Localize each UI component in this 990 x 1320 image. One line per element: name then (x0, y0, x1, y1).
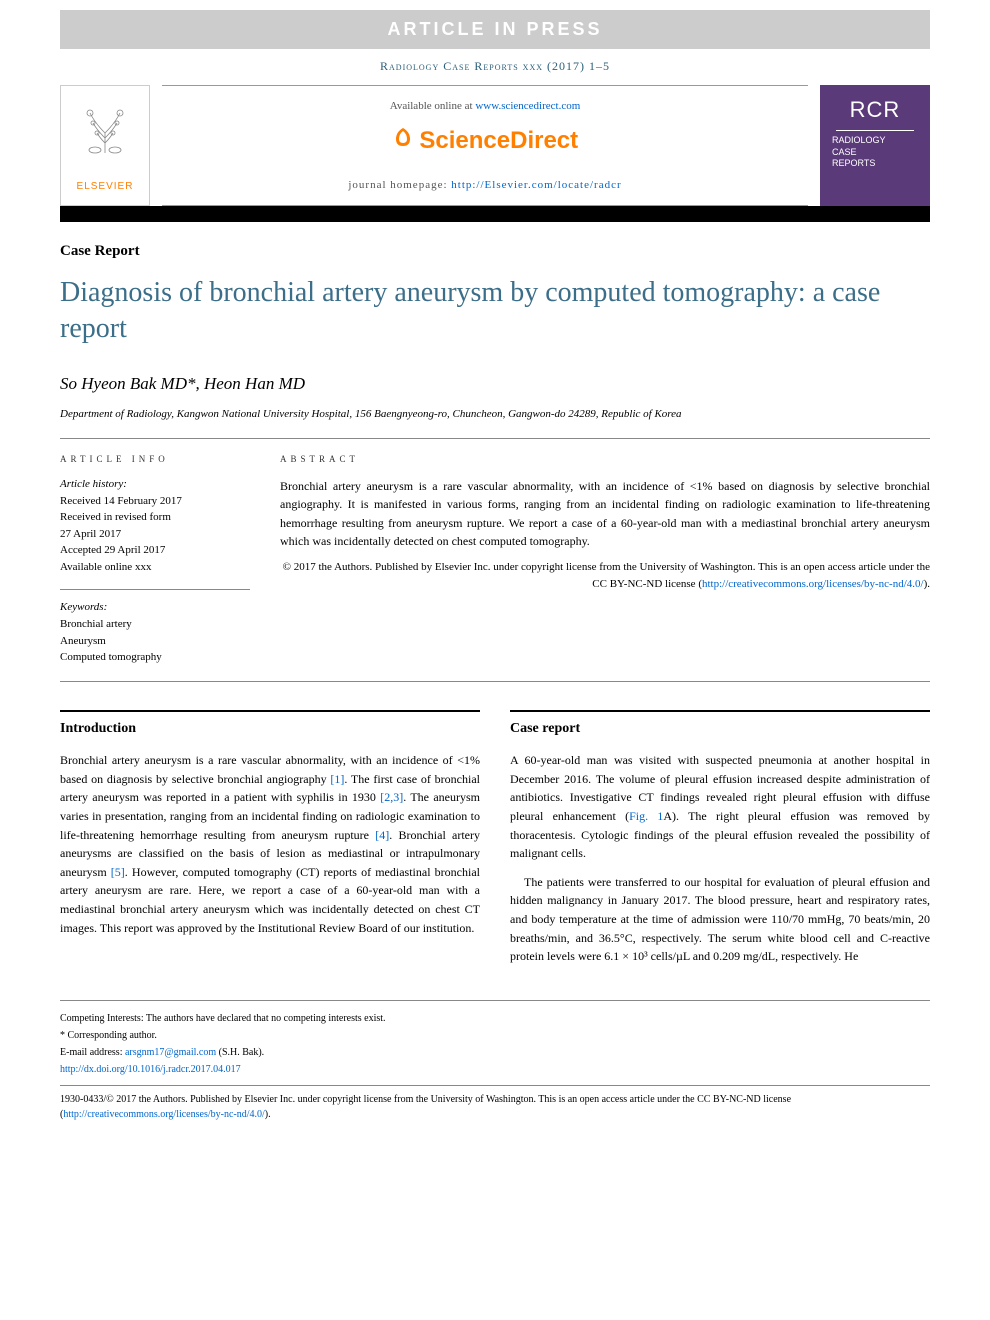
copyright-end: ). (924, 578, 930, 590)
accepted-date: Accepted 29 April 2017 (60, 543, 250, 558)
abstract-copyright: © 2017 the Authors. Published by Elsevie… (280, 559, 930, 592)
rcr-full-name: RADIOLOGY CASE REPORTS (826, 135, 886, 170)
abstract-heading: ABSTRACT (280, 453, 930, 467)
main-content: Case Report Diagnosis of bronchial arter… (60, 240, 930, 1122)
journal-homepage: journal homepage: http://Elsevier.com/lo… (348, 177, 621, 194)
article-title: Diagnosis of bronchial artery aneurysm b… (60, 275, 930, 348)
rcr-abbr: RCR (850, 93, 901, 126)
case-report-heading: Case report (510, 710, 930, 740)
rcr-line1: RADIOLOGY (832, 135, 886, 147)
sciencedirect-text: ScienceDirect (419, 127, 578, 154)
left-column: Introduction Bronchial artery aneurysm i… (60, 710, 480, 976)
article-info-abstract-row: ARTICLE INFO Article history: Received 1… (60, 438, 930, 681)
affiliation: Department of Radiology, Kangwon Nationa… (60, 407, 930, 422)
keywords-block: Keywords: Bronchial artery Aneurysm Comp… (60, 589, 250, 666)
sciencedirect-url-link[interactable]: www.sciencedirect.com (475, 100, 580, 112)
keywords-label: Keywords: (60, 600, 250, 615)
email-line: E-mail address: arsgnm17@gmail.com (S.H.… (60, 1045, 930, 1060)
article-info-heading: ARTICLE INFO (60, 453, 250, 467)
revised-date-l2: 27 April 2017 (60, 527, 250, 542)
journal-reference: Radiology Case Reports xxx (2017) 1–5 (0, 57, 990, 75)
introduction-paragraph: Bronchial artery aneurysm is a rare vasc… (60, 751, 480, 937)
sciencedirect-icon (392, 131, 420, 153)
authors: So Hyeon Bak MD*, Heon Han MD (60, 371, 930, 397)
abstract-column: ABSTRACT Bronchial artery aneurysm is a … (280, 453, 930, 666)
rcr-line2: CASE (832, 147, 886, 159)
revised-date-l1: Received in revised form (60, 510, 250, 525)
available-online: Available online at www.sciencedirect.co… (390, 98, 581, 115)
available-label: Available online at (390, 100, 476, 112)
keyword-2: Aneurysm (60, 634, 250, 649)
header-center: Available online at www.sciencedirect.co… (162, 85, 808, 206)
rcr-divider (836, 130, 914, 131)
email-author: (S.H. Bak). (216, 1047, 264, 1058)
doi-link[interactable]: http://dx.doi.org/10.1016/j.radcr.2017.0… (60, 1064, 241, 1075)
homepage-link[interactable]: http://Elsevier.com/locate/radcr (451, 179, 621, 191)
received-date: Received 14 February 2017 (60, 494, 250, 509)
article-type: Case Report (60, 240, 930, 263)
footer-cc-link[interactable]: http://creativecommons.org/licenses/by-n… (63, 1109, 264, 1120)
online-date: Available online xxx (60, 560, 250, 575)
issn-copyright: 1930-0433/© 2017 the Authors. Published … (60, 1085, 930, 1122)
body-columns: Introduction Bronchial artery aneurysm i… (60, 710, 930, 976)
history-label: Article history: (60, 477, 250, 492)
journal-cover[interactable]: RCR RADIOLOGY CASE REPORTS (820, 85, 930, 206)
article-in-press-banner: ARTICLE IN PRESS (60, 10, 930, 49)
keyword-3: Computed tomography (60, 650, 250, 665)
homepage-label: journal homepage: (348, 179, 451, 191)
email-label: E-mail address: (60, 1047, 125, 1058)
rcr-line3: REPORTS (832, 158, 886, 170)
case-paragraph-2: The patients were transferred to our hos… (510, 873, 930, 966)
footer: Competing Interests: The authors have de… (60, 1000, 930, 1122)
competing-interests: Competing Interests: The authors have de… (60, 1011, 930, 1026)
header-row: ELSEVIER Available online at www.science… (60, 85, 930, 206)
right-column: Case report A 60-year-old man was visite… (510, 710, 930, 976)
abstract-text: Bronchial artery aneurysm is a rare vasc… (280, 477, 930, 551)
corresponding-author-label: * Corresponding author. (60, 1028, 930, 1043)
email-link[interactable]: arsgnm17@gmail.com (125, 1047, 216, 1058)
cc-license-link[interactable]: http://creativecommons.org/licenses/by-n… (702, 578, 924, 590)
case-paragraph-1: A 60-year-old man was visited with suspe… (510, 751, 930, 863)
article-info-column: ARTICLE INFO Article history: Received 1… (60, 453, 250, 666)
issn-end: ). (265, 1109, 271, 1120)
sciencedirect-logo[interactable]: ScienceDirect (392, 123, 578, 159)
black-divider-bar (60, 206, 930, 222)
elsevier-tree-icon (75, 98, 135, 175)
elsevier-name: ELSEVIER (77, 179, 134, 194)
elsevier-logo[interactable]: ELSEVIER (60, 85, 150, 206)
introduction-heading: Introduction (60, 710, 480, 740)
keyword-1: Bronchial artery (60, 617, 250, 632)
